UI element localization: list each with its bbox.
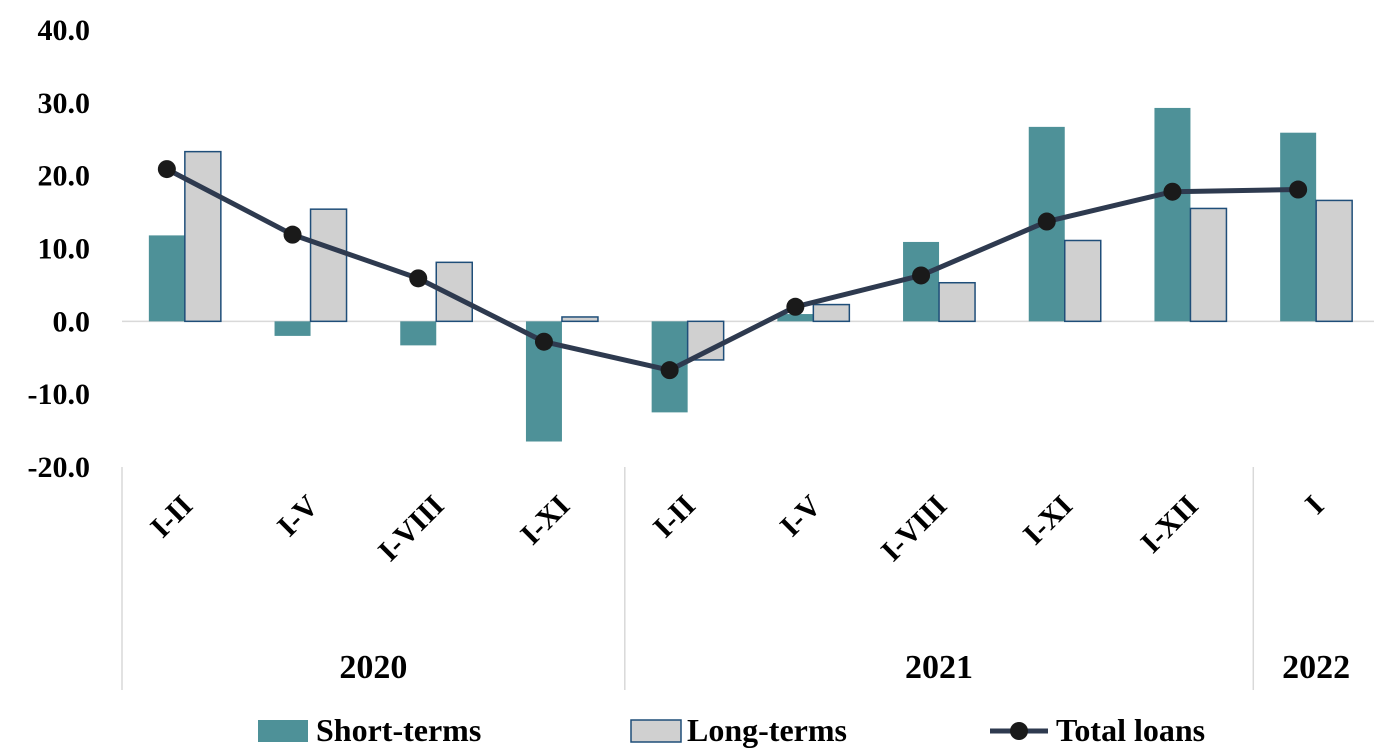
legend: Short-terms Long-terms Total loans	[258, 712, 1205, 748]
year-group-label: 2020	[339, 649, 407, 686]
point-total-loans	[1038, 213, 1056, 231]
labels-layer: I-II I-V I-VIII I-XI I-II I-V I-VIII I-XI I-XII I…	[144, 489, 1350, 686]
legend-label-short-terms: Short-terms	[316, 712, 481, 748]
x-tick-label: I-VIII	[372, 489, 451, 568]
x-tick-label: I-II	[647, 489, 702, 544]
legend-label-long-terms: Long-terms	[687, 712, 847, 748]
y-tick-label: 20.0	[38, 160, 91, 193]
x-tick-label: I-XI	[1017, 489, 1079, 551]
bar-long-terms	[1065, 240, 1101, 321]
bar-long-terms	[1316, 200, 1352, 321]
bar-short-terms	[275, 321, 311, 336]
bar-long-terms	[813, 305, 849, 322]
bar-long-terms	[185, 152, 221, 322]
bar-long-terms	[939, 283, 975, 322]
x-tick-label: I-XII	[1134, 489, 1204, 559]
legend-swatch-short-terms	[258, 720, 308, 742]
bar-long-terms	[1190, 208, 1226, 321]
point-total-loans	[1163, 183, 1181, 201]
bar-short-terms	[400, 321, 436, 345]
x-tick-label: I-II	[144, 489, 199, 544]
bar-short-terms	[149, 235, 185, 321]
bar-short-terms	[1280, 133, 1316, 322]
y-tick-label: 10.0	[38, 233, 91, 266]
year-group-label: 2021	[905, 649, 973, 686]
bar-long-terms	[562, 317, 598, 321]
legend-marker-total-loans	[1010, 722, 1028, 740]
x-tick-label: I-VIII	[875, 489, 954, 568]
legend-swatch-long-terms	[631, 720, 681, 742]
legend-label-total-loans: Total loans	[1056, 712, 1205, 748]
y-tick-label: -20.0	[28, 451, 91, 484]
point-total-loans	[912, 266, 930, 284]
bar-short-terms	[1154, 108, 1190, 321]
year-group-label: 2022	[1282, 649, 1350, 686]
bar-long-terms	[311, 209, 347, 321]
point-total-loans	[535, 333, 553, 351]
y-tick-label: 30.0	[38, 87, 91, 120]
point-total-loans	[284, 226, 302, 244]
point-total-loans	[1289, 181, 1307, 199]
y-tick-label: 40.0	[38, 14, 91, 47]
bars-layer	[149, 108, 1352, 442]
point-total-loans	[409, 269, 427, 287]
point-total-loans	[661, 361, 679, 379]
x-tick-label: I-XI	[514, 489, 576, 551]
y-tick-label: 0.0	[53, 305, 91, 338]
y-tick-label: -10.0	[28, 378, 91, 411]
x-tick-label: I	[1299, 489, 1331, 521]
point-total-loans	[786, 298, 804, 316]
x-tick-label: I-V	[774, 489, 828, 543]
point-total-loans	[158, 160, 176, 178]
x-tick-label: I-V	[271, 489, 325, 543]
